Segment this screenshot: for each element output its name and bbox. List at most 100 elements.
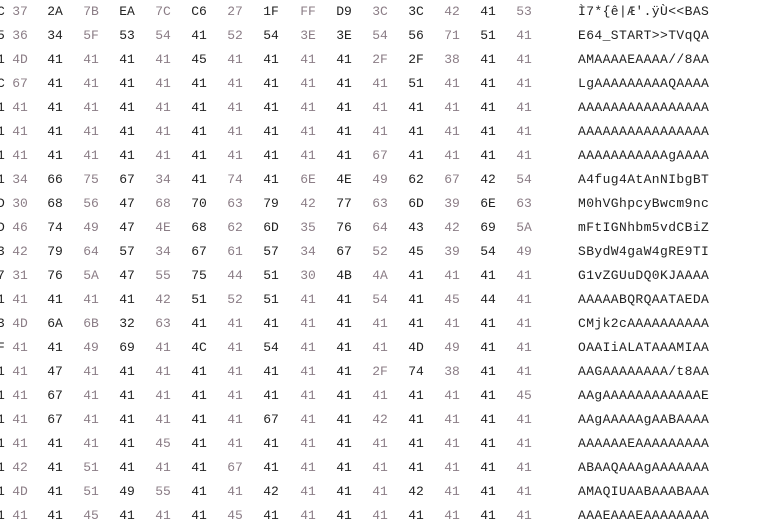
hex-byte[interactable]: 54 xyxy=(372,292,388,307)
hex-byte[interactable]: 56 xyxy=(83,196,99,211)
hex-byte[interactable]: 41 xyxy=(444,316,460,331)
hex-byte[interactable]: 41 xyxy=(516,460,532,475)
hex-byte[interactable]: 41 xyxy=(300,364,316,379)
hex-byte[interactable]: 41 xyxy=(12,412,28,427)
hex-byte[interactable]: 71 xyxy=(444,28,460,43)
hex-byte[interactable]: 41 xyxy=(119,52,135,67)
hex-byte[interactable]: 6E xyxy=(480,196,496,211)
hex-byte[interactable]: 70 xyxy=(191,196,207,211)
hex-byte[interactable]: 5F xyxy=(83,28,99,43)
hex-byte[interactable]: 41 xyxy=(83,364,99,379)
hex-byte[interactable]: 41 xyxy=(119,148,135,163)
hex-byte[interactable]: 5A xyxy=(516,220,532,235)
hex-byte[interactable]: 30 xyxy=(12,196,28,211)
hex-byte[interactable]: 43 xyxy=(408,220,424,235)
hex-byte[interactable]: 41 xyxy=(263,316,279,331)
hex-byte[interactable]: 41 xyxy=(191,412,207,427)
hex-byte[interactable]: 4B xyxy=(336,268,352,283)
hex-byte[interactable]: 67 xyxy=(47,412,63,427)
hex-byte[interactable]: 41 xyxy=(191,388,207,403)
hex-byte[interactable]: 41 xyxy=(191,484,207,499)
hex-byte[interactable]: 41 xyxy=(119,364,135,379)
ascii-text[interactable]: E64_START>>TVqQA xyxy=(578,28,710,43)
hex-byte[interactable]: 49 xyxy=(372,172,388,187)
hex-byte[interactable]: 34 xyxy=(12,172,28,187)
ascii-text[interactable]: A4fug4AtAnNIbgBT xyxy=(578,172,710,187)
hex-byte[interactable]: 79 xyxy=(263,196,279,211)
hex-byte[interactable]: 47 xyxy=(119,220,135,235)
hex-byte[interactable]: 41 xyxy=(516,340,532,355)
hex-byte[interactable]: 32 xyxy=(119,316,135,331)
hex-byte[interactable]: 41 xyxy=(300,316,316,331)
hex-byte[interactable]: 75 xyxy=(83,172,99,187)
hex-byte[interactable]: 41 xyxy=(227,316,243,331)
hex-byte[interactable]: 67 xyxy=(444,172,460,187)
hex-byte[interactable]: 41 xyxy=(408,292,424,307)
hex-byte[interactable]: 41 xyxy=(444,124,460,139)
hex-byte[interactable]: 41 xyxy=(372,76,388,91)
hex-byte[interactable]: 41 xyxy=(336,388,352,403)
hex-byte[interactable]: 45 xyxy=(408,244,424,259)
hex-byte[interactable]: 41 xyxy=(444,76,460,91)
hex-byte[interactable]: 3C xyxy=(372,4,388,19)
hex-byte[interactable]: 76 xyxy=(336,220,352,235)
hex-byte[interactable]: 41 xyxy=(227,52,243,67)
hex-byte[interactable]: 41 xyxy=(480,76,496,91)
hex-byte[interactable]: 41 xyxy=(12,148,28,163)
hex-byte[interactable]: 41 xyxy=(480,364,496,379)
hex-byte[interactable]: 41 xyxy=(300,100,316,115)
hex-byte[interactable]: 41 xyxy=(83,436,99,451)
hex-byte[interactable]: 47 xyxy=(119,196,135,211)
hex-byte[interactable]: 41 xyxy=(444,148,460,163)
ascii-text[interactable]: ABAAQAAAgAAAAAAA xyxy=(578,460,710,475)
hex-byte[interactable]: 41 xyxy=(83,148,99,163)
hex-byte[interactable]: 31 xyxy=(12,268,28,283)
hex-byte[interactable]: 41 xyxy=(480,484,496,499)
hex-byte[interactable]: 36 xyxy=(12,28,28,43)
hex-byte[interactable]: 42 xyxy=(155,292,171,307)
hex-byte[interactable]: 63 xyxy=(227,196,243,211)
hex-byte[interactable]: 4D xyxy=(12,316,28,331)
hex-byte[interactable]: 41 xyxy=(119,124,135,139)
ascii-text[interactable]: AAGAAAAAAAA/t8AA xyxy=(578,364,710,379)
hex-byte[interactable]: 41 xyxy=(444,484,460,499)
hex-byte[interactable]: 41 xyxy=(444,436,460,451)
hex-byte[interactable]: 63 xyxy=(372,196,388,211)
hex-byte[interactable]: 41 xyxy=(47,460,63,475)
hex-byte[interactable]: 41 xyxy=(155,52,171,67)
hex-byte[interactable]: 42 xyxy=(12,244,28,259)
ascii-text[interactable]: AAAAAAAAAAAAAAAA xyxy=(578,124,710,139)
hex-byte[interactable]: 42 xyxy=(408,484,424,499)
hex-byte[interactable]: 41 xyxy=(516,52,532,67)
hex-byte[interactable]: 41 xyxy=(191,100,207,115)
hex-byte[interactable]: 41 xyxy=(83,76,99,91)
hex-byte[interactable]: 49 xyxy=(444,340,460,355)
hex-byte[interactable]: 41 xyxy=(155,388,171,403)
hex-byte[interactable]: 41 xyxy=(408,268,424,283)
hex-byte[interactable]: 41 xyxy=(191,460,207,475)
hex-byte[interactable]: 34 xyxy=(47,28,63,43)
hex-byte[interactable]: 41 xyxy=(155,100,171,115)
hex-byte[interactable]: 41 xyxy=(191,124,207,139)
ascii-text[interactable]: SBydW4gaW4gRE9TI xyxy=(578,244,710,259)
hex-byte[interactable]: 41 xyxy=(191,364,207,379)
hex-byte[interactable]: 41 xyxy=(516,268,532,283)
hex-byte[interactable]: 41 xyxy=(83,52,99,67)
hex-byte[interactable]: 41 xyxy=(12,124,28,139)
hex-byte[interactable]: 4D xyxy=(12,52,28,67)
hex-byte[interactable]: 49 xyxy=(119,484,135,499)
hex-byte[interactable]: 4D xyxy=(12,484,28,499)
hex-byte[interactable]: 41 xyxy=(155,412,171,427)
ascii-text[interactable]: AMAAAAEAAAA//8AA xyxy=(578,52,710,67)
hex-byte[interactable]: 67 xyxy=(263,412,279,427)
hex-byte[interactable]: 41 xyxy=(516,100,532,115)
hex-byte[interactable]: 41 xyxy=(480,124,496,139)
hex-byte[interactable]: 41 xyxy=(336,76,352,91)
hex-byte[interactable]: 51 xyxy=(191,292,207,307)
hex-byte[interactable]: 41 xyxy=(155,364,171,379)
hex-byte[interactable]: 41 xyxy=(480,460,496,475)
hex-byte[interactable]: 41 xyxy=(444,460,460,475)
hex-byte[interactable]: 41 xyxy=(119,508,135,523)
hex-byte[interactable]: 52 xyxy=(372,244,388,259)
hex-byte[interactable]: 41 xyxy=(227,364,243,379)
